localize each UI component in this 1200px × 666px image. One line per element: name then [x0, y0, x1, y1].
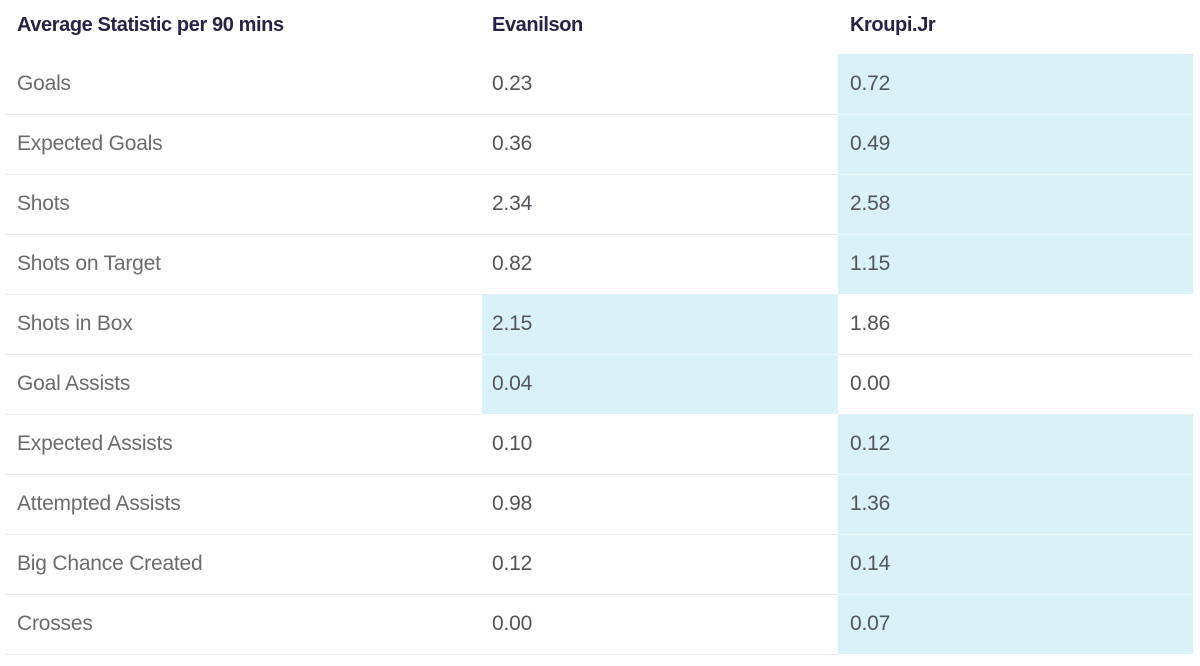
player1-column-header: Evanilson: [492, 13, 583, 36]
table-row: Expected Assists 0.10 0.12: [5, 414, 1193, 475]
player1-value: 0.04: [482, 354, 838, 415]
player1-value: 0.10: [482, 414, 838, 475]
player1-value: 0.00: [482, 594, 838, 655]
table-row: Shots 2.34 2.58: [5, 174, 1193, 235]
player2-value: 0.00: [838, 354, 1193, 415]
player2-value: 1.86: [838, 294, 1193, 355]
stat-label: Goals: [5, 54, 482, 115]
table-row: Shots in Box 2.15 1.86: [5, 294, 1193, 355]
header-row: Average Statistic per 90 mins Evanilson …: [5, 0, 1193, 54]
stat-label: Expected Goals: [5, 114, 482, 175]
table-row: Big Chance Created 0.12 0.14: [5, 534, 1193, 595]
table-row: Attempted Assists 0.98 1.36: [5, 474, 1193, 535]
player2-value: 0.72: [838, 54, 1193, 115]
player1-value: 0.12: [482, 534, 838, 595]
stat-label: Shots on Target: [5, 234, 482, 295]
stat-label: Shots in Box: [5, 294, 482, 355]
stat-label: Attempted Assists: [5, 474, 482, 535]
table-body: Goals 0.23 0.72 Expected Goals 0.36 0.49 Shots…: [5, 54, 1193, 655]
player2-value: 1.15: [838, 234, 1193, 295]
stat-column-header: Average Statistic per 90 mins: [17, 13, 284, 36]
stat-label: Crosses: [5, 594, 482, 655]
stat-label: Goal Assists: [5, 354, 482, 415]
table-row: Expected Goals 0.36 0.49: [5, 114, 1193, 175]
player2-value: 2.58: [838, 174, 1193, 235]
player2-value: 1.36: [838, 474, 1193, 535]
stat-label: Big Chance Created: [5, 534, 482, 595]
player1-value: 0.82: [482, 234, 838, 295]
stat-label: Expected Assists: [5, 414, 482, 475]
player1-value: 0.98: [482, 474, 838, 535]
player2-value: 0.12: [838, 414, 1193, 475]
player2-value: 0.07: [838, 594, 1193, 655]
table-row: Goals 0.23 0.72: [5, 54, 1193, 115]
player2-column-header: Kroupi.Jr: [850, 13, 936, 36]
stat-label: Shots: [5, 174, 482, 235]
player2-value: 0.49: [838, 114, 1193, 175]
table-row: Shots on Target 0.82 1.15: [5, 234, 1193, 295]
table-row: Goal Assists 0.04 0.00: [5, 354, 1193, 415]
player-comparison-table: Average Statistic per 90 mins Evanilson …: [5, 0, 1193, 655]
player1-value: 0.23: [482, 54, 838, 115]
player2-value: 0.14: [838, 534, 1193, 595]
table-row: Crosses 0.00 0.07: [5, 594, 1193, 655]
player1-value: 0.36: [482, 114, 838, 175]
player1-value: 2.34: [482, 174, 838, 235]
player1-value: 2.15: [482, 294, 838, 355]
